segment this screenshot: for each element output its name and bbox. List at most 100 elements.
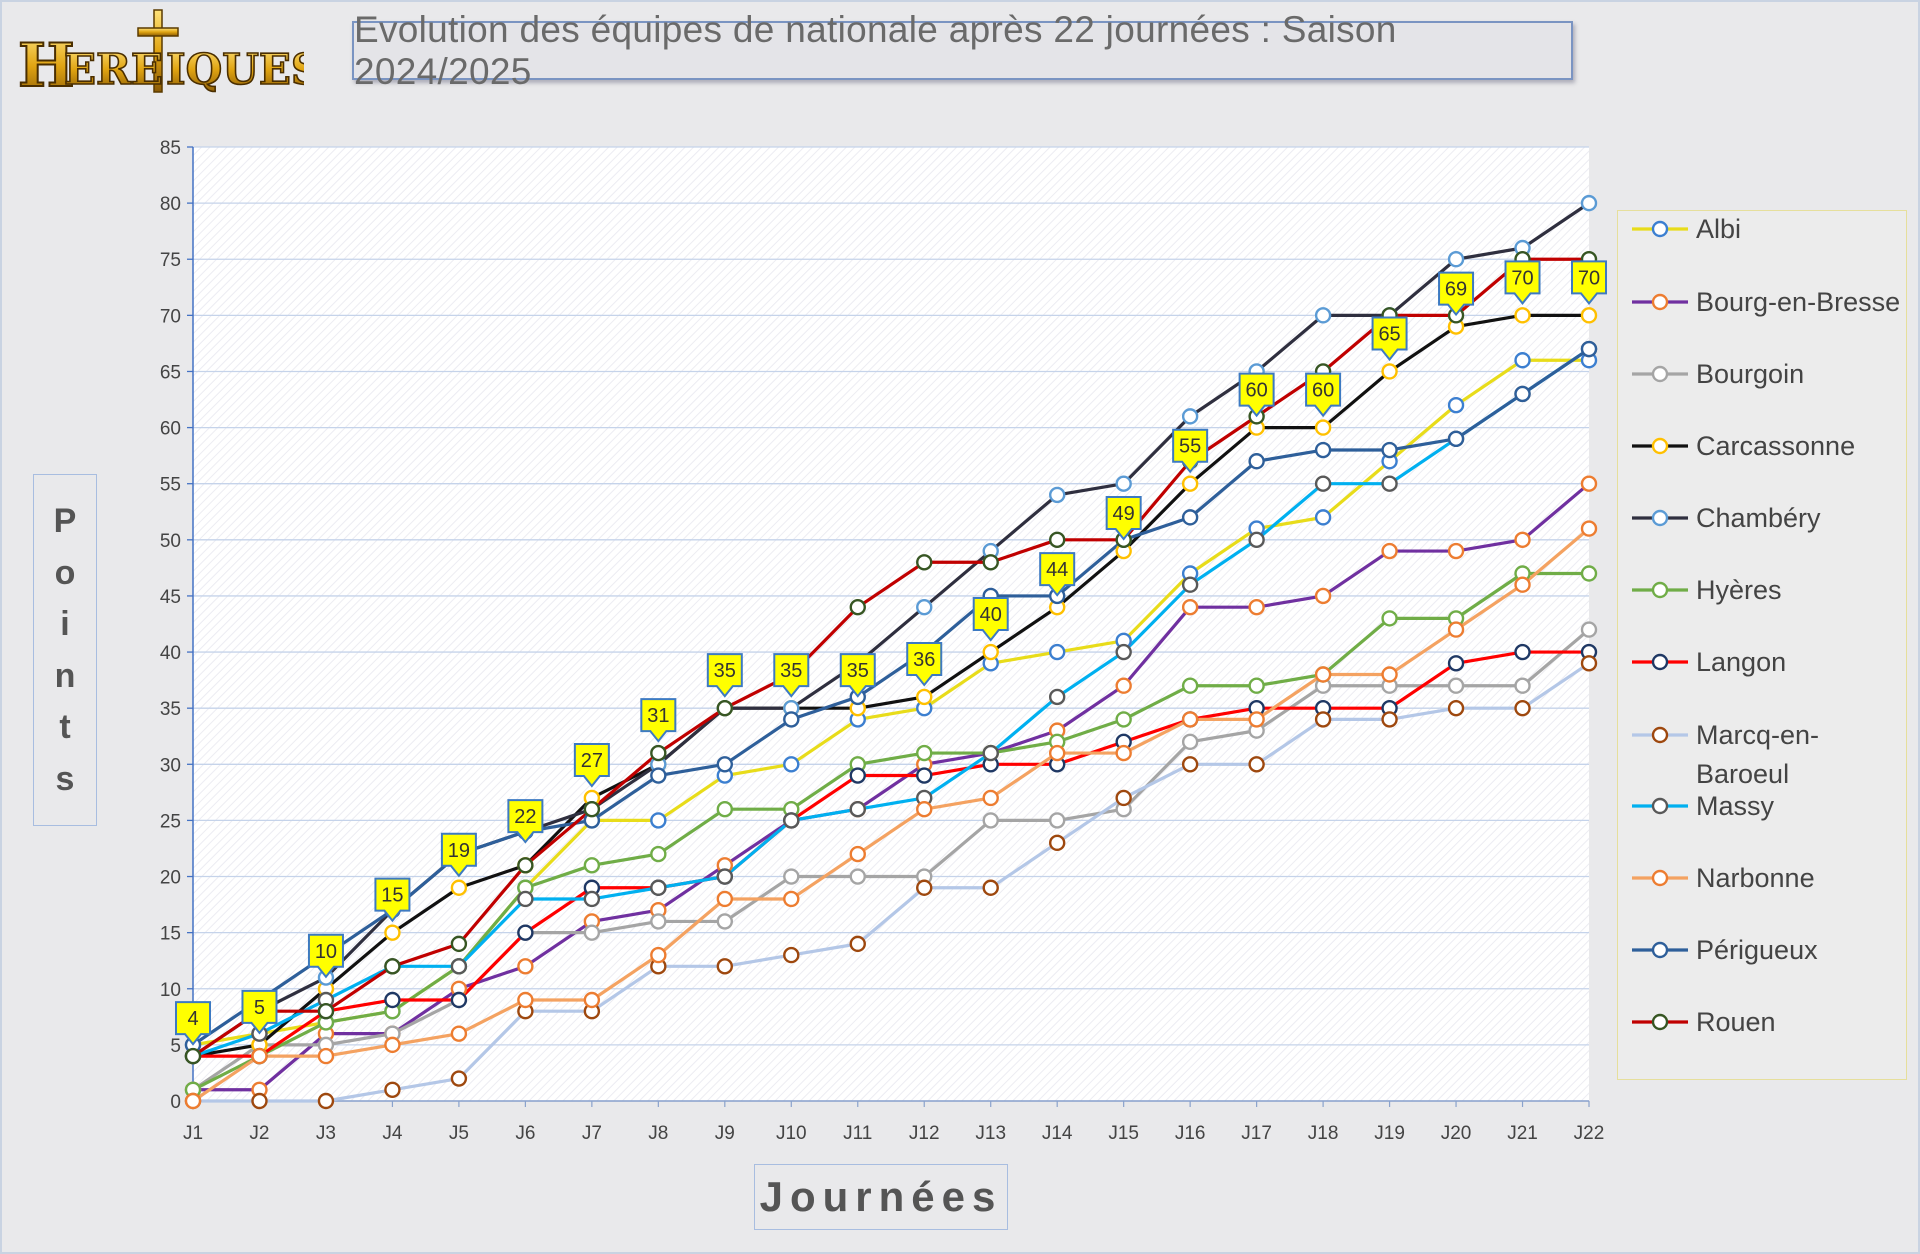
y-tick-label: 55 bbox=[160, 475, 181, 496]
data-point bbox=[1115, 744, 1132, 762]
y-tick-label: 75 bbox=[160, 250, 181, 271]
data-point bbox=[1248, 453, 1265, 470]
x-tick-label: J16 bbox=[1175, 1123, 1206, 1144]
data-point bbox=[1580, 194, 1598, 212]
y-tick-label: 85 bbox=[160, 138, 181, 159]
data-point bbox=[1381, 666, 1398, 683]
leader-callout: 4 bbox=[175, 1001, 211, 1046]
series-line-Massy bbox=[192, 347, 1590, 1058]
callout-label: 70 bbox=[1511, 267, 1533, 289]
data-point bbox=[650, 913, 667, 930]
data-point bbox=[1447, 430, 1465, 448]
data-point bbox=[1181, 509, 1199, 526]
legend-marker bbox=[1651, 941, 1669, 959]
callout-label: 49 bbox=[1113, 503, 1135, 525]
legend-label: Bourg-en-Bresse bbox=[1696, 287, 1900, 317]
leader-callout: 44 bbox=[1039, 552, 1076, 597]
data-point bbox=[1048, 531, 1066, 549]
y-axis-title-letter: i bbox=[60, 605, 70, 644]
leader-callout: 19 bbox=[440, 832, 477, 878]
data-point bbox=[1181, 576, 1199, 593]
y-axis-title-letter: o bbox=[54, 553, 76, 592]
callout-box bbox=[1571, 260, 1607, 305]
callout-label: 44 bbox=[1046, 559, 1068, 581]
callout-box bbox=[175, 1001, 211, 1046]
data-point bbox=[1314, 307, 1332, 324]
callout-label: 27 bbox=[581, 750, 603, 772]
data-point bbox=[1447, 621, 1465, 638]
legend-marker bbox=[1651, 293, 1669, 311]
data-point bbox=[1514, 576, 1531, 593]
leader-callout: 31 bbox=[640, 698, 677, 743]
x-tick-label: J21 bbox=[1507, 1123, 1538, 1144]
data-point bbox=[1447, 542, 1465, 560]
data-point bbox=[384, 1036, 401, 1054]
callout-box bbox=[1504, 260, 1541, 305]
data-point bbox=[1248, 531, 1265, 549]
x-tick-label: J19 bbox=[1374, 1123, 1405, 1144]
series-line-Hyères bbox=[192, 571, 1589, 1092]
callout-box bbox=[1105, 496, 1142, 541]
y-tick-label: 30 bbox=[160, 755, 181, 776]
callout-label: 60 bbox=[1245, 380, 1267, 402]
series-line-Marcq-en-Baroeul bbox=[193, 661, 1590, 1103]
callout-label: 5 bbox=[254, 997, 265, 1019]
data-point bbox=[1314, 587, 1332, 605]
data-point bbox=[1181, 408, 1199, 425]
data-point bbox=[650, 845, 667, 863]
leader-callout: 65 bbox=[1371, 316, 1408, 362]
data-point bbox=[384, 958, 401, 975]
data-point bbox=[916, 554, 933, 571]
data-point bbox=[1181, 733, 1199, 751]
y-tick-label: 60 bbox=[160, 419, 181, 440]
y-axis-title: P o i n t s bbox=[33, 474, 97, 826]
data-point bbox=[783, 868, 800, 885]
data-point bbox=[849, 598, 866, 616]
y-tick-label: 35 bbox=[160, 699, 181, 720]
data-point bbox=[1381, 542, 1398, 560]
data-point bbox=[1514, 677, 1531, 694]
callout-box bbox=[573, 742, 610, 788]
data-point bbox=[982, 744, 999, 762]
data-point bbox=[1580, 520, 1598, 537]
data-point bbox=[1048, 834, 1066, 852]
callout-box bbox=[640, 698, 677, 743]
data-point bbox=[517, 857, 534, 874]
data-point bbox=[1115, 789, 1132, 807]
leader-callout: 35 bbox=[706, 653, 743, 698]
data-point bbox=[1580, 475, 1598, 492]
data-point bbox=[1314, 441, 1332, 459]
legend-label: Carcassonne bbox=[1696, 431, 1855, 461]
leader-callout: 70 bbox=[1504, 260, 1541, 305]
callout-label: 65 bbox=[1378, 323, 1400, 345]
data-point bbox=[1048, 643, 1066, 661]
data-point bbox=[583, 924, 601, 941]
callout-box bbox=[507, 799, 544, 844]
callout-box bbox=[1238, 372, 1275, 418]
series-line-Bourgoin bbox=[192, 628, 1591, 1092]
data-point bbox=[1580, 565, 1598, 582]
data-point bbox=[916, 744, 933, 762]
series-line-Langon bbox=[193, 650, 1589, 1058]
legend-label: Bourgoin bbox=[1696, 359, 1804, 389]
callout-box bbox=[706, 653, 743, 698]
data-point bbox=[783, 812, 800, 829]
data-point bbox=[1514, 699, 1531, 717]
data-point bbox=[716, 756, 734, 773]
data-point bbox=[1447, 655, 1465, 672]
x-axis-title: Journées bbox=[754, 1164, 1008, 1230]
data-point bbox=[1447, 699, 1465, 717]
data-point bbox=[916, 800, 933, 818]
legend-label: Chambéry bbox=[1696, 503, 1821, 533]
data-point bbox=[650, 946, 667, 964]
legend-label: Marcq-en- bbox=[1696, 720, 1819, 750]
callout-label: 10 bbox=[315, 941, 337, 963]
callout-label: 35 bbox=[847, 660, 869, 682]
callout-label: 70 bbox=[1578, 267, 1600, 289]
data-point bbox=[916, 879, 933, 896]
data-point bbox=[650, 879, 667, 896]
y-tick-label: 50 bbox=[160, 531, 181, 552]
data-point bbox=[916, 598, 933, 616]
x-tick-label: J10 bbox=[776, 1123, 807, 1144]
